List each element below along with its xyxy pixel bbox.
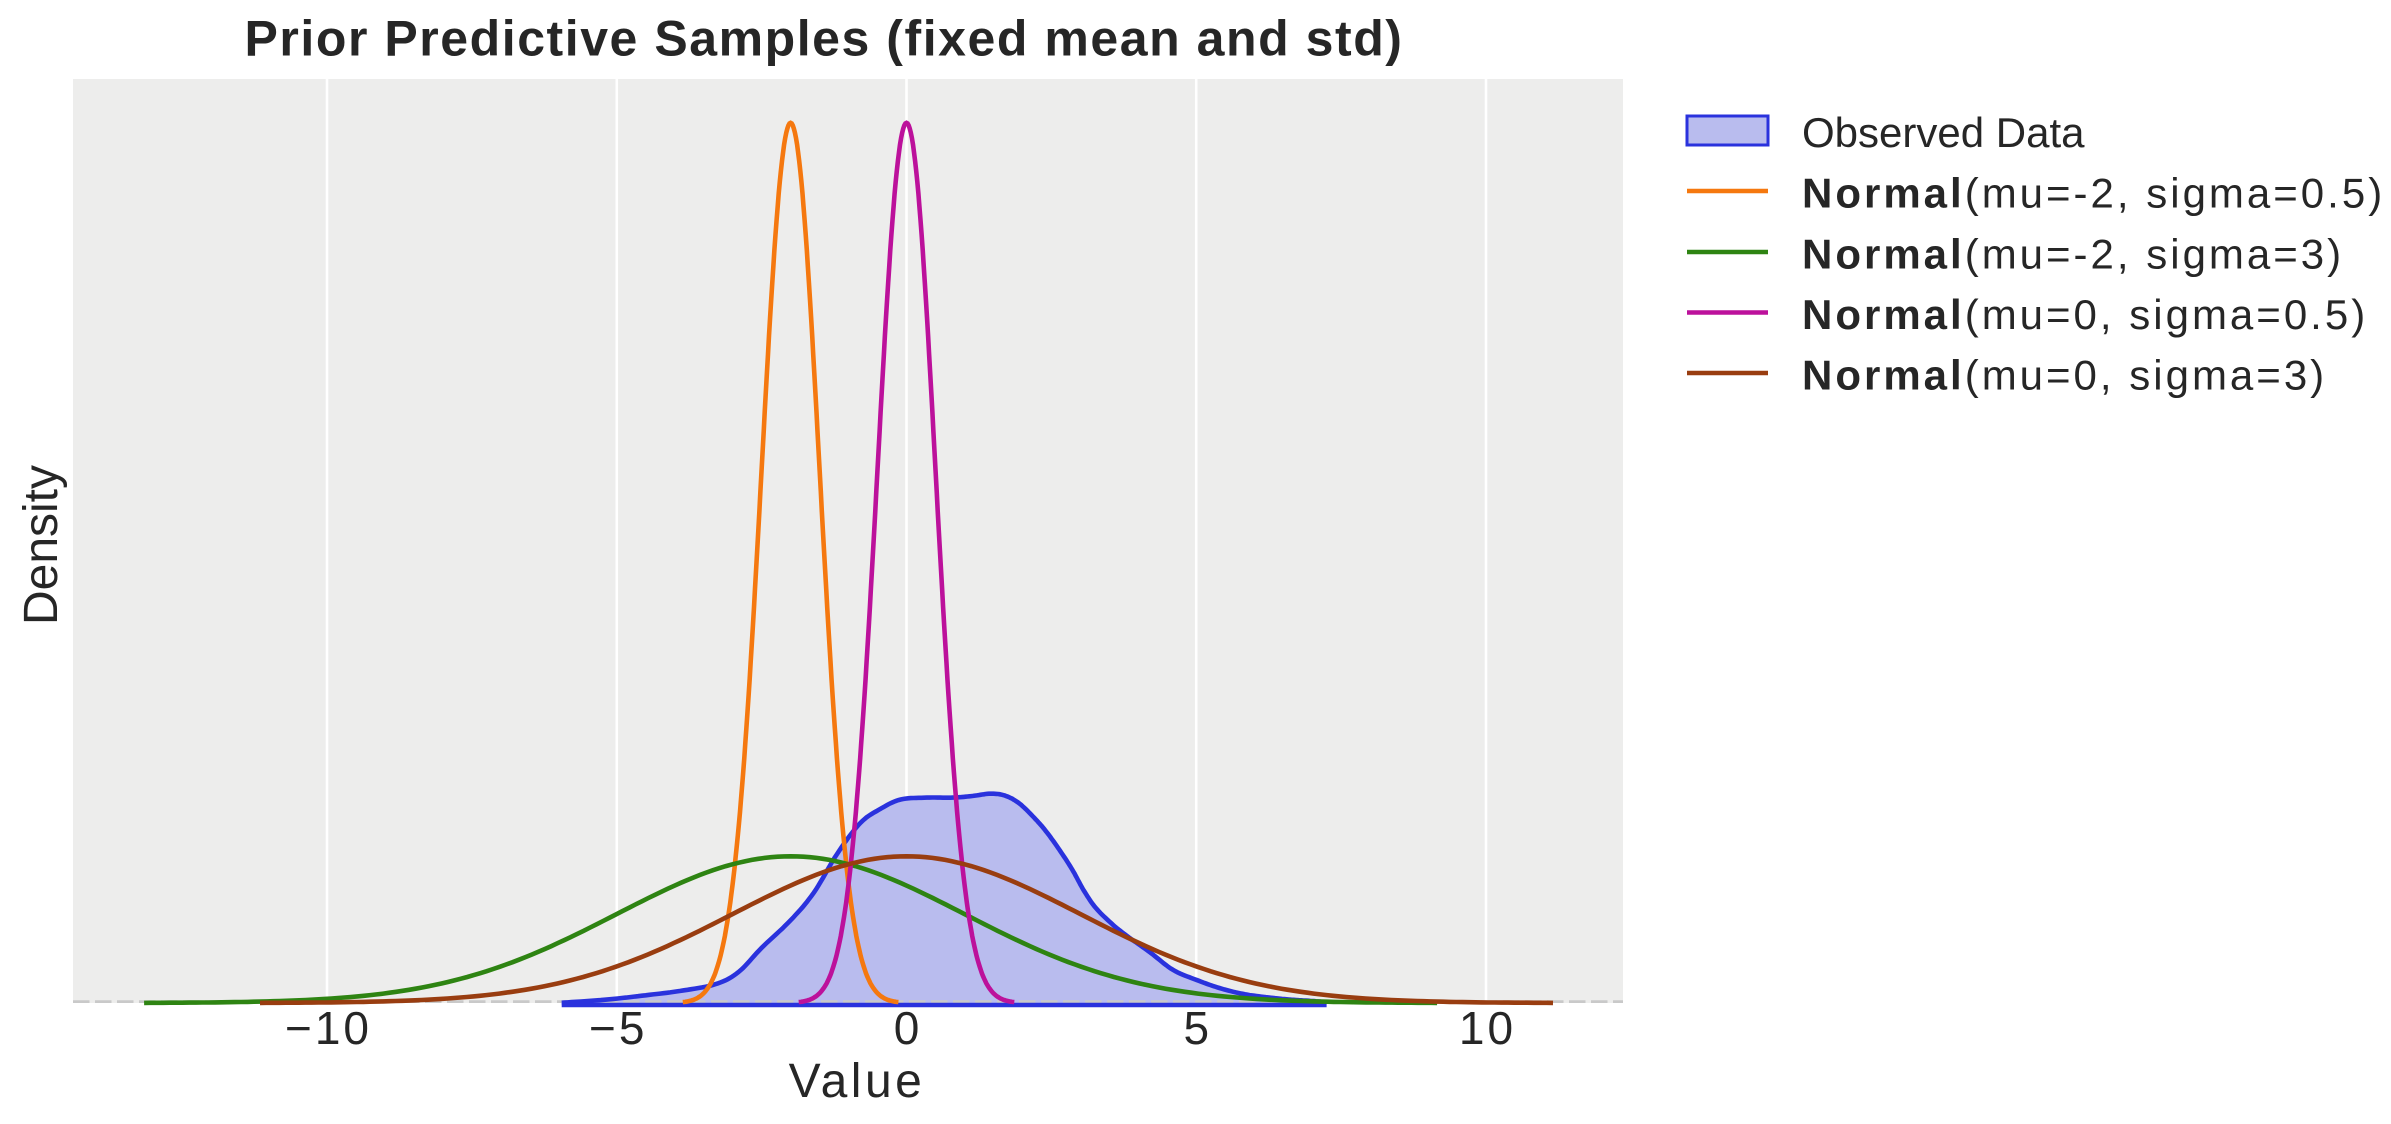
svg-text:10: 10 xyxy=(1459,1002,1516,1054)
svg-text:−10: −10 xyxy=(285,1002,372,1054)
svg-text:0: 0 xyxy=(894,1002,920,1054)
svg-text:Value: Value xyxy=(789,1055,926,1108)
svg-text:−5: −5 xyxy=(589,1002,647,1054)
svg-text:Normal(mu=-2, sigma=0.5): Normal(mu=-2, sigma=0.5) xyxy=(1802,170,2385,217)
svg-text:Normal(mu=0, sigma=0.5): Normal(mu=0, sigma=0.5) xyxy=(1802,291,2368,338)
svg-text:Density: Density xyxy=(15,465,68,625)
svg-text:5: 5 xyxy=(1183,1002,1209,1054)
svg-text:Prior Predictive Samples (fixe: Prior Predictive Samples (fixed mean and… xyxy=(245,11,1404,67)
svg-text:Normal(mu=-2, sigma=3): Normal(mu=-2, sigma=3) xyxy=(1802,231,2344,278)
svg-text:Normal(mu=0, sigma=3): Normal(mu=0, sigma=3) xyxy=(1802,352,2327,399)
svg-text:Observed Data: Observed Data xyxy=(1802,109,2085,156)
